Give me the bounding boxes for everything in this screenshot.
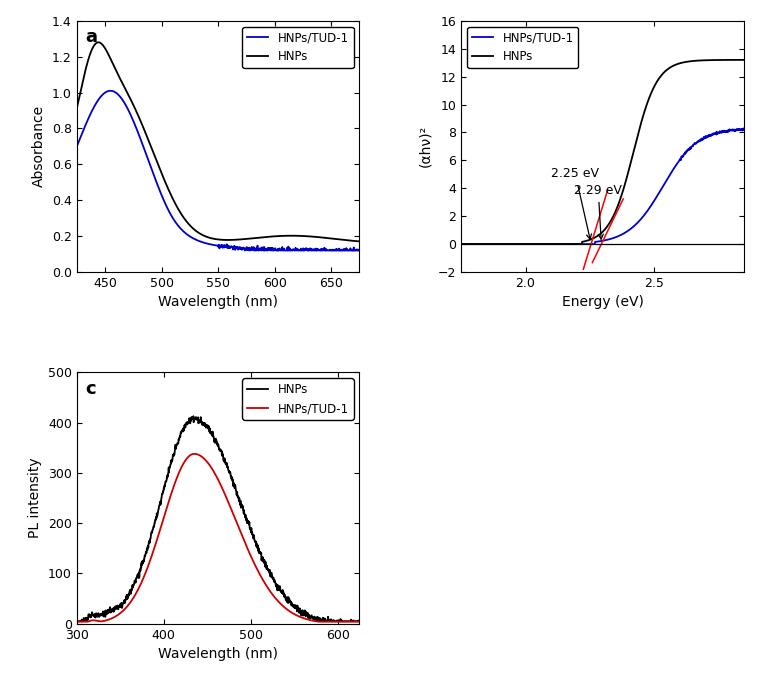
Line: HNPs/TUD-1: HNPs/TUD-1 — [461, 128, 744, 244]
HNPs — [650, 80, 660, 89]
HNPs — [456, 240, 466, 248]
HNPs/TUD-1 — [355, 246, 364, 254]
HNPs/TUD-1 — [197, 453, 206, 461]
HNPs/TUD-1 — [355, 617, 364, 626]
HNPs/TUD-1 — [101, 88, 110, 96]
HNPs/TUD-1 — [197, 238, 206, 246]
HNPs/TUD-1 — [298, 246, 308, 254]
HNPs — [682, 58, 691, 66]
HNPs/TUD-1 — [240, 246, 249, 254]
HNPs/TUD-1 — [189, 450, 199, 458]
HNPs/TUD-1 — [101, 616, 110, 624]
HNPs — [72, 617, 81, 625]
HNPs/TUD-1 — [677, 153, 686, 161]
HNPs — [94, 38, 103, 46]
HNPs — [677, 59, 686, 67]
HNPs — [186, 416, 196, 425]
HNPs/TUD-1 — [267, 246, 276, 254]
HNPs — [298, 606, 307, 615]
HNPs/TUD-1 — [293, 246, 302, 254]
Line: HNPs: HNPs — [77, 416, 360, 621]
HNPs/TUD-1 — [581, 240, 591, 248]
HNPs — [189, 412, 198, 421]
HNPs/TUD-1 — [72, 143, 81, 151]
HNPs/TUD-1 — [72, 617, 81, 626]
HNPs — [267, 572, 276, 581]
HNPs — [355, 237, 364, 245]
HNPs/TUD-1 — [682, 148, 691, 156]
HNPs/TUD-1 — [267, 588, 276, 597]
Line: HNPs: HNPs — [461, 60, 744, 244]
Y-axis label: (αhν)²: (αhν)² — [419, 125, 433, 168]
HNPs/TUD-1 — [298, 614, 307, 622]
X-axis label: Energy (eV): Energy (eV) — [561, 295, 644, 309]
HNPs — [298, 232, 307, 240]
Legend: HNPs/TUD-1, HNPs: HNPs/TUD-1, HNPs — [242, 27, 354, 68]
HNPs/TUD-1 — [571, 240, 580, 248]
X-axis label: Wavelength (nm): Wavelength (nm) — [158, 295, 278, 309]
Text: 2.29 eV: 2.29 eV — [574, 184, 622, 239]
HNPs — [739, 55, 749, 64]
Line: HNPs/TUD-1: HNPs/TUD-1 — [77, 91, 360, 250]
Line: HNPs/TUD-1: HNPs/TUD-1 — [77, 454, 360, 622]
Y-axis label: PL intensity: PL intensity — [28, 458, 42, 538]
HNPs — [571, 240, 580, 248]
HNPs/TUD-1 — [186, 450, 196, 459]
HNPs — [197, 230, 206, 238]
Text: b: b — [469, 28, 482, 46]
HNPs/TUD-1 — [739, 124, 748, 132]
HNPs — [293, 602, 302, 610]
X-axis label: Wavelength (nm): Wavelength (nm) — [158, 647, 278, 661]
Legend: HNPs/TUD-1, HNPs: HNPs/TUD-1, HNPs — [467, 27, 578, 68]
HNPs/TUD-1 — [650, 195, 660, 203]
Text: c: c — [85, 380, 96, 398]
HNPs/TUD-1 — [186, 233, 196, 241]
HNPs/TUD-1 — [739, 125, 749, 133]
Text: 2.25 eV: 2.25 eV — [551, 167, 599, 239]
HNPs — [486, 240, 495, 248]
HNPs/TUD-1 — [456, 240, 466, 248]
HNPs/TUD-1 — [293, 612, 302, 620]
HNPs — [101, 608, 110, 616]
HNPs/TUD-1 — [486, 240, 495, 248]
HNPs/TUD-1 — [106, 87, 115, 95]
HNPs — [581, 237, 591, 245]
Line: HNPs: HNPs — [77, 42, 360, 241]
HNPs — [293, 231, 302, 240]
HNPs — [186, 222, 196, 231]
HNPs — [267, 232, 276, 240]
HNPs — [355, 617, 364, 625]
HNPs — [101, 46, 110, 54]
Y-axis label: Absorbance: Absorbance — [32, 105, 46, 188]
Text: a: a — [85, 28, 97, 46]
Legend: HNPs, HNPs/TUD-1: HNPs, HNPs/TUD-1 — [242, 378, 354, 420]
HNPs — [72, 105, 81, 113]
HNPs — [197, 418, 206, 426]
